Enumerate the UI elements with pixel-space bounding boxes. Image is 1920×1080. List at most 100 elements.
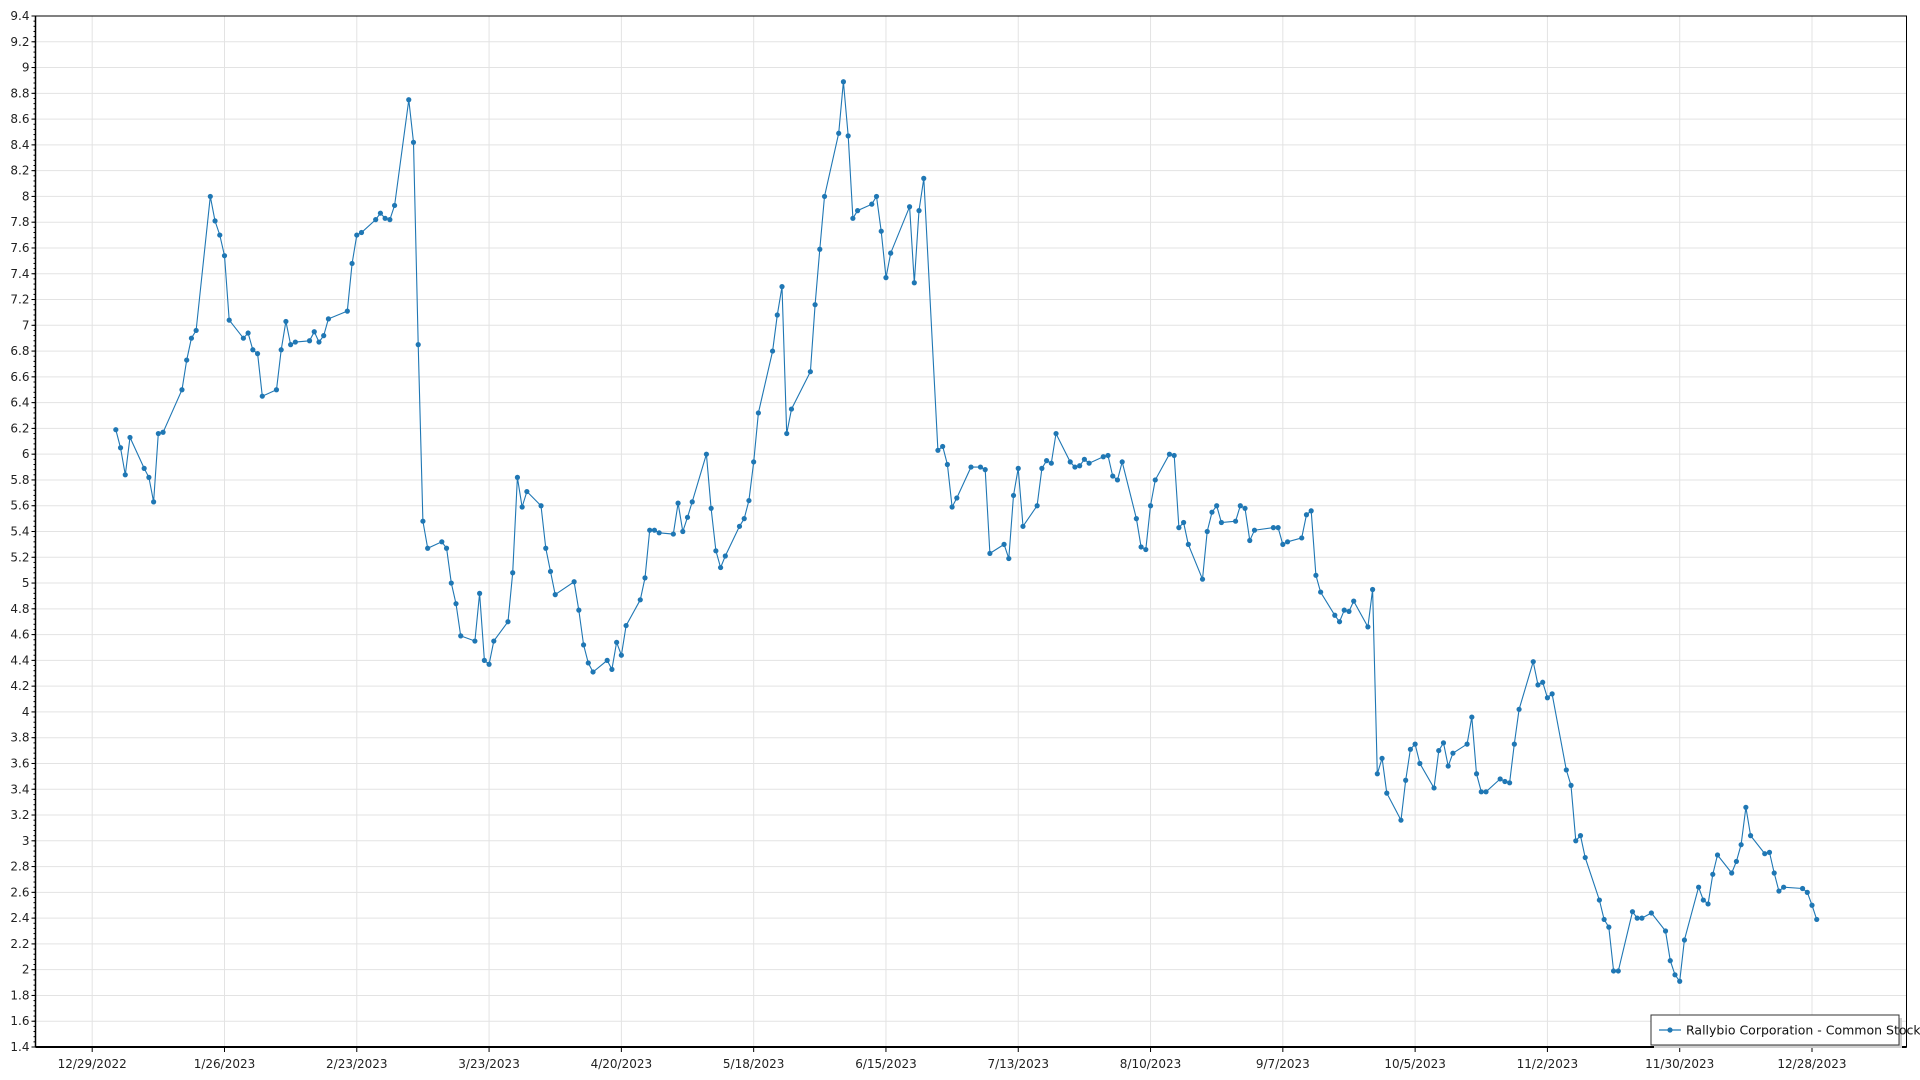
y-tick-label: 5.8	[10, 473, 29, 487]
y-tick-label: 4.6	[10, 628, 29, 642]
y-tick-label: 9.4	[10, 9, 29, 23]
data-point	[1209, 509, 1215, 515]
data-point	[1010, 492, 1017, 499]
data-point	[911, 280, 917, 286]
data-point	[788, 406, 795, 412]
axes: 1.4 1.6 1.8 2 2.2 2.4 2.6 2.8 3 3.2 3.4 3.6 3.8 4 4.2 4…	[10, 9, 1907, 1071]
y-tick-label: 3	[22, 834, 30, 848]
data-point	[769, 348, 776, 354]
data-point	[1247, 537, 1253, 544]
data-point	[1308, 508, 1314, 514]
data-point	[590, 669, 596, 675]
data-point	[524, 488, 530, 495]
legend: Rallybio Corporation - Common Stock	[1650, 1014, 1920, 1048]
y-tick-label: 6	[22, 447, 30, 461]
data-point	[1615, 968, 1621, 974]
data-point	[1573, 838, 1579, 844]
y-tick-label: 8.2	[10, 164, 29, 178]
data-point	[1771, 870, 1777, 876]
data-point	[1412, 741, 1418, 747]
data-point	[1799, 885, 1806, 892]
data-point	[873, 193, 880, 200]
data-point	[642, 575, 648, 581]
data-point	[670, 531, 676, 537]
data-point	[1804, 889, 1810, 895]
data-point	[151, 499, 157, 505]
data-point	[1733, 858, 1740, 865]
data-point	[604, 657, 610, 663]
y-tick-label: 4.8	[10, 602, 29, 616]
data-point	[1086, 460, 1092, 466]
data-point	[1166, 451, 1173, 457]
data-point	[1762, 851, 1768, 857]
data-point	[425, 545, 431, 551]
data-point	[207, 193, 213, 200]
data-point	[968, 464, 974, 470]
y-tick-label: 9	[22, 61, 30, 75]
y-tick-label: 1.4	[10, 1040, 29, 1054]
data-point	[1502, 778, 1508, 785]
y-tick-label: 3.4	[10, 782, 29, 796]
data-point	[1417, 760, 1423, 767]
data-point	[1648, 910, 1654, 916]
data-point	[1171, 452, 1177, 459]
data-point	[1176, 525, 1182, 531]
data-point	[1672, 972, 1678, 978]
data-point	[1431, 785, 1437, 791]
y-tick-label: 8.6	[10, 112, 29, 126]
data-point	[458, 633, 464, 639]
data-point	[278, 347, 284, 353]
data-point	[1696, 884, 1702, 890]
data-point	[1629, 909, 1636, 915]
data-point	[1714, 852, 1721, 858]
data-point	[1634, 915, 1640, 921]
x-tick-label: 2/23/2023	[326, 1057, 388, 1071]
data-point	[1478, 789, 1484, 795]
y-tick-label: 7	[22, 318, 30, 332]
data-point	[477, 590, 483, 596]
data-point	[1370, 586, 1376, 593]
y-tick-label: 9.2	[10, 35, 29, 49]
data-point	[609, 666, 615, 672]
data-point	[382, 215, 388, 221]
data-point	[1379, 755, 1385, 761]
data-point	[1729, 870, 1735, 876]
y-tick-label: 8.8	[10, 86, 29, 100]
y-tick-label: 6.8	[10, 344, 29, 358]
data-point	[117, 445, 124, 451]
data-point	[472, 638, 478, 644]
legend-box	[1650, 1014, 1900, 1046]
data-point	[1077, 463, 1083, 469]
data-point	[1043, 458, 1050, 464]
data-point	[935, 447, 941, 453]
data-point	[1284, 539, 1291, 545]
data-point	[1662, 928, 1669, 934]
data-point	[883, 275, 889, 281]
data-point	[807, 369, 813, 375]
data-point	[1577, 833, 1584, 839]
data-point	[505, 619, 511, 625]
data-point	[1336, 619, 1343, 625]
data-point	[1147, 503, 1154, 509]
data-point	[1313, 572, 1319, 578]
data-point	[344, 308, 350, 314]
data-point	[1814, 916, 1820, 923]
data-point	[1544, 695, 1551, 701]
data-point	[940, 443, 946, 450]
data-point	[906, 204, 913, 210]
data-point	[406, 97, 412, 103]
data-point	[113, 427, 119, 433]
data-point	[547, 568, 554, 575]
data-point	[481, 657, 487, 663]
data-point	[741, 516, 747, 522]
data-point	[259, 393, 265, 399]
y-tick-label: 4.2	[10, 679, 29, 693]
data-point	[817, 246, 823, 252]
data-point	[576, 607, 582, 613]
data-point	[755, 410, 761, 416]
data-point	[888, 250, 894, 256]
data-point	[1766, 849, 1773, 855]
data-point	[519, 504, 525, 510]
data-point	[1351, 598, 1357, 604]
data-point	[855, 208, 861, 214]
